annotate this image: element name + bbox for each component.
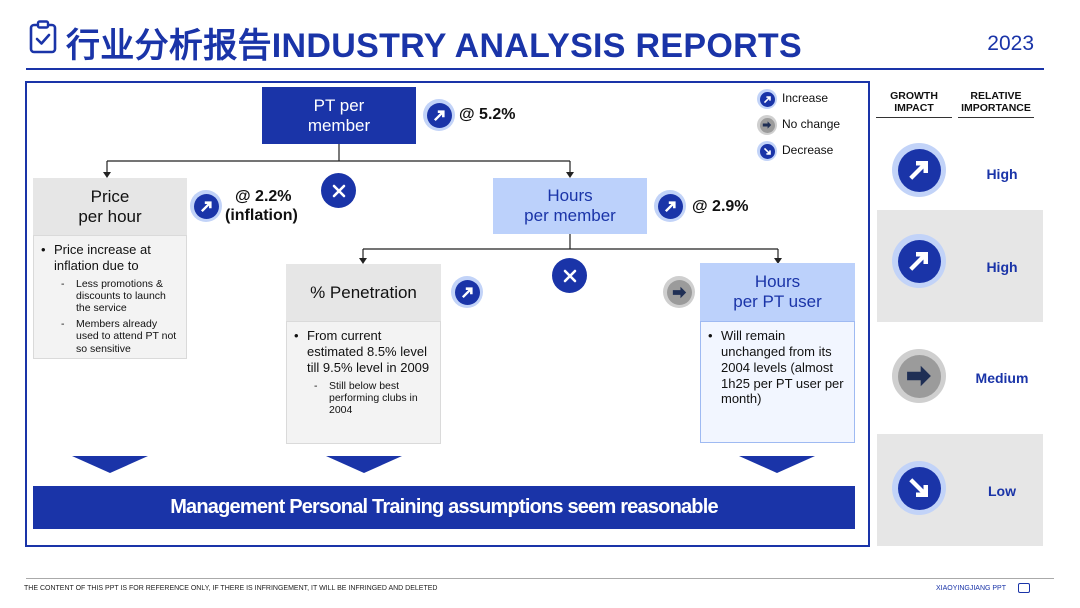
price-sub-1: Less promotions & discounts to launch th… xyxy=(61,278,180,315)
price-label-1: Price xyxy=(90,186,130,206)
increase-icon xyxy=(654,190,686,222)
growth-impact-header-2: IMPACT xyxy=(894,101,934,114)
multiply-icon xyxy=(552,258,587,293)
arrow-down-right-icon xyxy=(892,461,946,515)
pt-per-member-growth: @ 5.2% xyxy=(459,106,516,123)
footer-brand: XIAOYINGJIANG PPT xyxy=(935,585,1006,592)
hours-user-bullet: Will remain unchanged from its 2004 leve… xyxy=(708,328,850,407)
price-growth-note: (inflation) xyxy=(225,207,298,224)
penetration-bullet: From current estimated 8.5% level till 9… xyxy=(294,328,434,417)
importance-high: High xyxy=(986,259,1018,275)
legend-no-change-label: No change xyxy=(782,117,841,131)
importance-low: Low xyxy=(988,483,1016,499)
header-rule xyxy=(958,117,1034,118)
penetration-notes: From current estimated 8.5% level till 9… xyxy=(286,321,441,444)
hours-user-label-1: Hours xyxy=(754,272,801,292)
importance-high: High xyxy=(986,166,1018,182)
multiply-icon xyxy=(321,173,356,208)
arrow-up-right-icon xyxy=(892,234,946,288)
hours-member-growth: @ 2.9% xyxy=(692,198,749,215)
relative-importance-header-2: IMPORTANCE xyxy=(961,101,1031,114)
hours-user-label-2: per PT user xyxy=(733,292,822,311)
relative-importance-header: RELATIVE IMPORTANCE xyxy=(958,90,1034,114)
price-label-2: per hour xyxy=(78,206,142,226)
penetration-bullet-text: From current estimated 8.5% level till 9… xyxy=(307,328,430,375)
arrow-right-icon xyxy=(892,349,946,403)
arrow-up-right-icon xyxy=(892,143,946,197)
hours-per-pt-user-box: Hours per PT user xyxy=(700,263,855,321)
penetration-label: % Penetration xyxy=(310,282,417,302)
legend-decrease-label: Decrease xyxy=(782,143,834,157)
pt-per-member-label-2: member xyxy=(307,115,371,135)
increase-icon xyxy=(423,99,455,131)
header-divider xyxy=(26,68,1044,70)
diagram-frame xyxy=(25,81,870,547)
legend-increase-label: Increase xyxy=(782,91,829,105)
growth-impact-header-1: GROWTH xyxy=(890,90,938,102)
price-bullet-text: Price increase at inflation due to xyxy=(54,242,151,273)
clipboard-check-icon xyxy=(29,20,57,54)
pt-per-member-box: PT per member xyxy=(262,87,416,144)
report-year: 2023 xyxy=(987,32,1034,55)
hours-member-label-2: per member xyxy=(524,206,616,225)
penetration-box: % Penetration xyxy=(286,264,441,321)
hours-member-label-1: Hours xyxy=(547,186,593,206)
header-rule xyxy=(876,117,952,118)
no-change-icon xyxy=(663,276,695,308)
hours-per-member-box: Hours per member xyxy=(493,178,647,234)
price-bullet: Price increase at inflation due to Less … xyxy=(41,242,180,355)
increase-icon xyxy=(451,276,483,308)
relative-importance-header-1: RELATIVE xyxy=(970,90,1022,102)
importance-medium: Medium xyxy=(975,370,1029,386)
price-notes: Price increase at inflation due to Less … xyxy=(33,235,187,359)
conclusion-banner: Management Personal Training assumptions… xyxy=(33,486,855,529)
pt-per-member-label-1: PT per xyxy=(313,95,365,115)
brand-icon xyxy=(1018,583,1030,593)
footer-notice: THE CONTENT OF THIS PPT IS FOR REFERENCE… xyxy=(24,585,438,592)
growth-impact-header: GROWTH IMPACT xyxy=(876,90,952,114)
footer-divider xyxy=(26,578,1054,579)
price-growth: @ 2.2% xyxy=(235,188,292,205)
legend-increase-icon xyxy=(757,89,777,109)
price-sub-2: Members already used to attend PT not so… xyxy=(61,318,180,355)
increase-icon xyxy=(190,190,222,222)
page-title: 行业分析报告INDUSTRY ANALYSIS REPORTS xyxy=(66,27,802,65)
penetration-sub-1: Still below best performing clubs in 200… xyxy=(314,380,434,417)
legend-no-change-icon xyxy=(757,115,777,135)
legend-decrease-icon xyxy=(757,141,777,161)
price-per-hour-box: Price per hour xyxy=(33,178,187,235)
hours-user-notes: Will remain unchanged from its 2004 leve… xyxy=(700,321,855,443)
